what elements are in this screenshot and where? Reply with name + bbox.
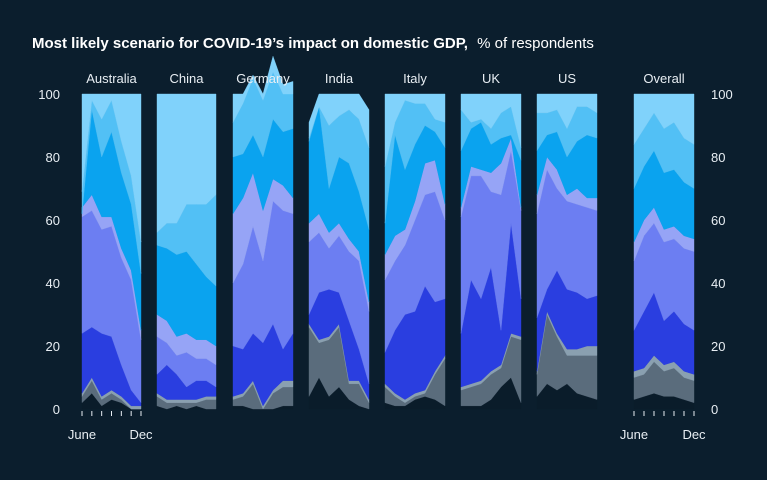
x-tick-label-first-overall: June [620, 427, 648, 442]
y-tick-right-20: 20 [711, 339, 725, 354]
x-tick-label-last-australia: Dec [129, 427, 153, 442]
panel-australia: Australia [81, 71, 142, 410]
panel-uk: UK [460, 71, 522, 410]
panel-label-uk: UK [482, 71, 500, 86]
panel-label-india: India [325, 71, 354, 86]
panel-label-overall: Overall [643, 71, 684, 86]
area-us-layer-9 [536, 93, 598, 130]
chart-axes: 0 0 20 20 40 40 60 60 80 80 100 100 June Dec June Dec [38, 87, 732, 442]
y-tick-right-100: 100 [711, 87, 733, 102]
y-tick-left-20: 20 [46, 339, 60, 354]
panel-us: US [536, 71, 598, 410]
area-overall-layer-9 [633, 93, 695, 146]
panel-label-germany: Germany [236, 71, 290, 86]
panel-italy: Italy [384, 71, 446, 410]
area-australia-layer-9 [81, 93, 142, 243]
panel-india: India [308, 71, 370, 410]
y-tick-left-100: 100 [38, 87, 60, 102]
panel-germany: Germany [232, 55, 294, 410]
panel-label-italy: Italy [403, 71, 427, 86]
area-india-layer-9 [308, 93, 370, 148]
y-tick-right-40: 40 [711, 276, 725, 291]
panel-overall: Overall [633, 71, 695, 410]
area-china-layer-9 [156, 93, 217, 234]
y-tick-right-60: 60 [711, 213, 725, 228]
y-tick-left-80: 80 [46, 150, 60, 165]
panel-label-us: US [558, 71, 576, 86]
y-tick-left-0: 0 [53, 402, 60, 417]
y-tick-right-80: 80 [711, 150, 725, 165]
area-italy-layer-9 [384, 93, 446, 167]
panel-label-australia: Australia [86, 71, 137, 86]
y-tick-left-40: 40 [46, 276, 60, 291]
area-uk-layer-9 [460, 93, 522, 148]
chart-title-unit: % of respondents [477, 35, 594, 52]
y-tick-right-0: 0 [711, 402, 718, 417]
x-tick-label-last-overall: Dec [682, 427, 706, 442]
x-tick-label-first-australia: June [68, 427, 96, 442]
area-germany-layer-9 [232, 55, 294, 123]
chart-panels: Australia China Germany India Italy UK US Overa… [81, 55, 695, 410]
panel-label-china: China [170, 71, 205, 86]
panel-china: China [156, 71, 217, 410]
chart-title-main: Most likely scenario for COVID-19’s impa… [32, 35, 468, 52]
chart-title: Most likely scenario for COVID-19’s impa… [32, 35, 594, 52]
y-tick-left-60: 60 [46, 213, 60, 228]
